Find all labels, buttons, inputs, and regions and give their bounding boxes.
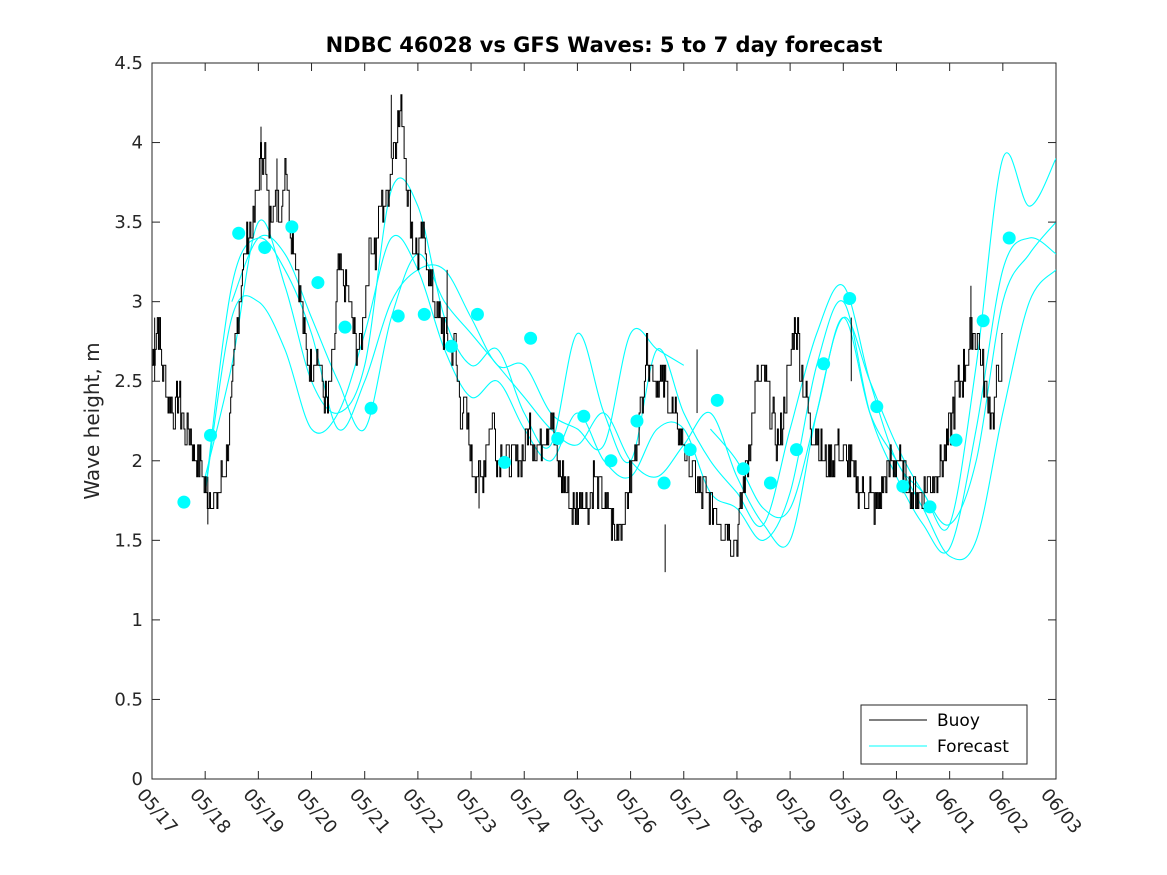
forecast-marker bbox=[203, 428, 217, 442]
y-axis-label: Wave height, m bbox=[80, 342, 104, 499]
forecast-marker bbox=[285, 220, 299, 234]
forecast-line bbox=[709, 269, 1056, 561]
x-tick-label: 05/21 bbox=[345, 785, 394, 838]
x-tick-label: 05/20 bbox=[292, 785, 341, 838]
forecast-marker bbox=[258, 241, 272, 255]
forecast-marker bbox=[817, 357, 831, 371]
legend-buoy-label: Buoy bbox=[937, 711, 980, 731]
forecast-marker bbox=[789, 443, 803, 457]
forecast-marker bbox=[976, 314, 990, 328]
forecast-marker bbox=[577, 409, 591, 423]
legend-box bbox=[860, 704, 1028, 765]
x-tick-label: 05/19 bbox=[239, 785, 288, 838]
x-tick-label: 05/29 bbox=[770, 785, 819, 838]
plot-area bbox=[151, 62, 1057, 780]
forecast-marker bbox=[444, 339, 458, 353]
y-tick-label: 2 bbox=[132, 451, 143, 472]
forecast-marker bbox=[630, 414, 644, 428]
y-axis: 0 0.5 1 1.5 2 2.5 3 3.5 4 4.5 bbox=[114, 53, 1056, 790]
forecast-marker bbox=[232, 226, 246, 240]
x-tick-label: 05/24 bbox=[504, 785, 553, 838]
y-tick-label: 1 bbox=[132, 610, 143, 631]
x-tick-label: 05/23 bbox=[451, 785, 500, 838]
x-tick-label: 05/18 bbox=[185, 785, 234, 838]
x-tick-label: 05/27 bbox=[664, 785, 713, 838]
forecast-marker bbox=[364, 401, 378, 415]
forecast-marker bbox=[177, 495, 191, 509]
x-tick-label: 06/02 bbox=[983, 785, 1032, 838]
x-tick-label: 05/31 bbox=[877, 785, 926, 838]
forecast-marker bbox=[1002, 231, 1016, 245]
forecast-marker bbox=[683, 443, 697, 457]
y-tick-label: 0.5 bbox=[114, 689, 143, 710]
forecast-marker bbox=[870, 400, 884, 414]
chart-title: NDBC 46028 vs GFS Waves: 5 to 7 day fore… bbox=[326, 33, 883, 57]
forecast-marker bbox=[524, 331, 538, 345]
forecast-marker bbox=[551, 432, 565, 446]
forecast-markers bbox=[177, 220, 1016, 514]
forecast-marker bbox=[311, 276, 325, 290]
legend: Buoy Forecast bbox=[860, 704, 1028, 765]
forecast-marker bbox=[923, 500, 937, 514]
forecast-marker bbox=[763, 476, 777, 490]
forecast-marker bbox=[896, 479, 910, 493]
legend-forecast-label: Forecast bbox=[937, 737, 1009, 757]
x-tick-label: 05/26 bbox=[611, 785, 660, 838]
forecast-line bbox=[204, 235, 1056, 554]
y-tick-label: 1.5 bbox=[114, 530, 143, 551]
x-tick-label: 05/22 bbox=[398, 785, 447, 838]
y-tick-label: 4 bbox=[132, 133, 143, 154]
forecast-marker bbox=[736, 462, 750, 476]
forecast-marker bbox=[338, 320, 352, 334]
forecast-marker bbox=[843, 291, 857, 305]
forecast-marker bbox=[498, 455, 512, 469]
forecast-marker bbox=[417, 307, 431, 321]
x-tick-label: 05/30 bbox=[823, 785, 872, 838]
buoy-line bbox=[152, 94, 1003, 557]
y-tick-label: 0 bbox=[132, 769, 143, 790]
x-tick-label: 06/01 bbox=[930, 785, 979, 838]
forecast-marker bbox=[604, 454, 618, 468]
buoy-series bbox=[152, 94, 1003, 573]
y-tick-label: 4.5 bbox=[114, 53, 143, 74]
forecast-line bbox=[204, 237, 685, 493]
forecast-line bbox=[231, 221, 1056, 548]
forecast-marker bbox=[949, 433, 963, 447]
y-tick-label: 3.5 bbox=[114, 212, 143, 233]
forecast-marker bbox=[657, 476, 671, 490]
forecast-marker bbox=[470, 307, 484, 321]
forecast-marker bbox=[391, 309, 405, 323]
x-tick-label: 05/25 bbox=[558, 785, 607, 838]
y-tick-label: 2.5 bbox=[114, 371, 143, 392]
forecast-marker bbox=[710, 393, 724, 407]
x-tick-label: 05/28 bbox=[717, 785, 766, 838]
x-tick-label: 05/17 bbox=[132, 785, 181, 838]
x-tick-label: 06/03 bbox=[1036, 785, 1085, 838]
y-tick-label: 3 bbox=[132, 292, 143, 313]
